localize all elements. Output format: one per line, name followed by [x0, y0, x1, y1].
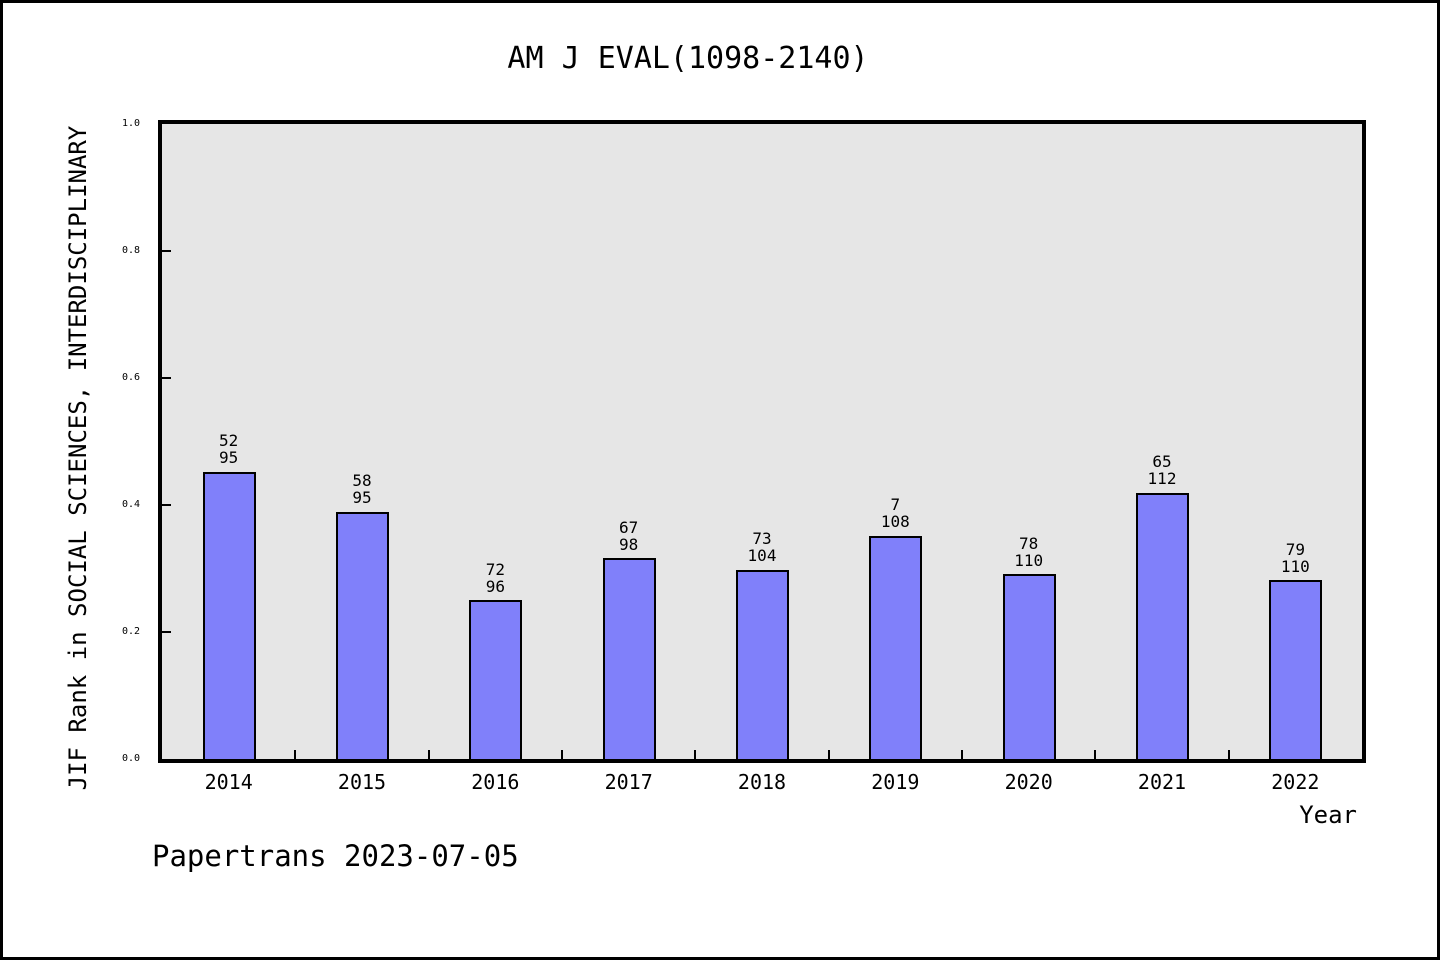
y-tick-mark — [162, 631, 171, 633]
bar — [202, 471, 256, 759]
bar-rank-value: 58 — [352, 471, 372, 491]
x-tick-label: 2021 — [1137, 770, 1187, 794]
bar — [335, 511, 389, 759]
bar-value-label: 73 104 — [717, 530, 807, 565]
bar-rank-value: 67 — [619, 517, 639, 537]
y-tick-mark — [162, 504, 171, 506]
bar — [469, 600, 523, 759]
y-tick-mark — [162, 377, 171, 379]
x-tick-label: 2019 — [871, 770, 920, 794]
bar-total-value: 108 — [880, 512, 910, 532]
y-tick-label: 0.0 — [121, 753, 140, 764]
bar-rank-value: 78 — [1019, 533, 1039, 553]
x-tick-label: 2016 — [471, 770, 520, 794]
bar-rank-value: 73 — [752, 529, 772, 549]
y-tick-label: 0.6 — [121, 372, 140, 383]
bar-total-value: 95 — [219, 448, 239, 468]
bar-total-value: 110 — [1280, 556, 1310, 576]
bar-total-value: 96 — [485, 576, 505, 596]
x-axis-tick-labels: 2014 2015 2016 2017 2018 2019 2020 2021 2022 — [162, 770, 1362, 798]
bar-total-value: 95 — [352, 488, 372, 508]
chart-title: AM J EVAL(1098-2140) — [507, 41, 869, 76]
x-tick-mark — [960, 750, 963, 759]
x-tick-label: 2017 — [604, 770, 653, 794]
x-axis-label: Year — [1299, 801, 1357, 829]
y-axis-tick-labels: 0.0 0.2 0.4 0.6 0.8 1.0 — [3, 118, 150, 764]
bar-value-label: 58 95 — [317, 472, 407, 507]
bar-value-label: 72 96 — [450, 559, 540, 596]
x-tick-mark — [1227, 750, 1230, 759]
x-tick-label: 2020 — [1004, 770, 1053, 794]
y-tick-label: 0.2 — [121, 626, 140, 637]
x-tick-mark — [294, 750, 297, 759]
bar — [1269, 580, 1323, 759]
bar-value-label: 65 112 — [1117, 453, 1207, 488]
bar-rank-value: 52 — [219, 431, 239, 451]
x-tick-mark — [694, 750, 697, 759]
x-tick-label: 2014 — [204, 770, 253, 794]
x-tick-label: 2022 — [1271, 770, 1320, 794]
x-tick-mark — [1094, 750, 1097, 759]
x-tick-mark — [427, 750, 430, 759]
bar — [602, 558, 656, 759]
bar-rank-value: 79 — [1285, 539, 1305, 559]
bar-value-label: 67 98 — [584, 517, 674, 554]
plot-area: 52 95 58 95 72 96 67 98 73 104 7 108 78 110 65 112 79 110 — [158, 120, 1366, 763]
bar-total-value: 110 — [1014, 551, 1044, 571]
y-tick-label: 0.4 — [121, 499, 140, 510]
y-tick-label: 0.8 — [121, 245, 140, 256]
bar-total-value: 112 — [1147, 469, 1177, 489]
bar-total-value: 98 — [619, 534, 639, 554]
x-tick-label: 2018 — [737, 770, 787, 794]
bar-value-label: 78 110 — [984, 533, 1074, 571]
y-tick-mark — [162, 250, 171, 252]
bar-value-label: 7 108 — [850, 496, 940, 531]
y-tick-label: 1.0 — [121, 118, 140, 129]
bar — [736, 569, 789, 759]
bar-value-label: 52 95 — [184, 432, 274, 467]
bar-rank-value: 65 — [1152, 452, 1172, 472]
x-tick-mark — [560, 750, 563, 759]
bar-total-value: 104 — [747, 546, 777, 566]
bar-rank-value: 72 — [485, 559, 505, 579]
x-tick-label: 2015 — [337, 770, 387, 794]
bar — [1136, 492, 1189, 759]
watermark-text: Papertrans 2023-07-05 — [152, 839, 519, 873]
bar-rank-value: 7 — [890, 495, 901, 515]
bar — [869, 535, 923, 759]
x-tick-mark — [827, 750, 830, 759]
bar — [1002, 574, 1056, 759]
bar-value-label: 79 110 — [1250, 539, 1340, 576]
